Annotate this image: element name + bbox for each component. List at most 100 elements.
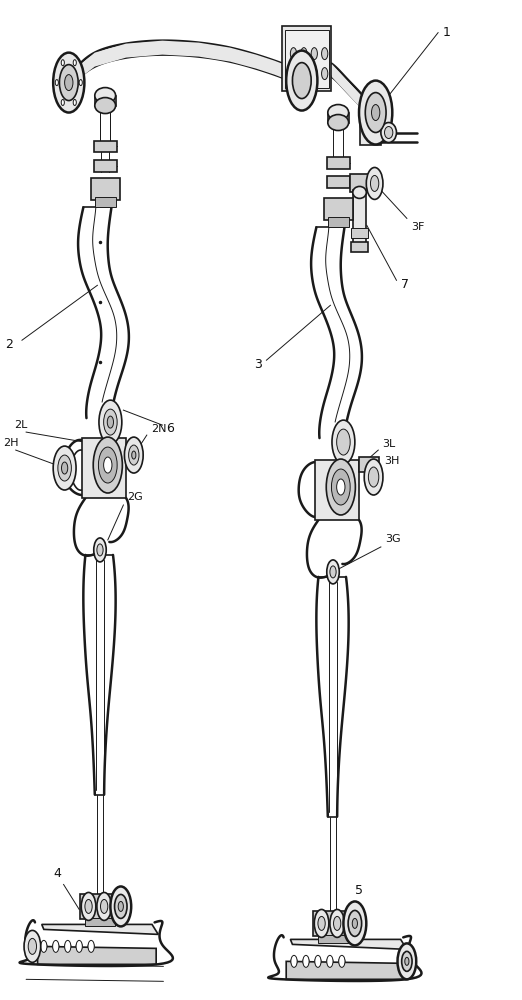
Text: 1: 1: [442, 26, 450, 39]
Circle shape: [104, 409, 117, 435]
Ellipse shape: [353, 186, 366, 198]
Circle shape: [343, 901, 366, 945]
Circle shape: [124, 437, 143, 473]
Polygon shape: [331, 64, 371, 119]
Bar: [359, 457, 379, 472]
Text: 3F: 3F: [411, 222, 424, 232]
Circle shape: [359, 81, 393, 144]
Circle shape: [53, 940, 59, 952]
Polygon shape: [38, 946, 156, 964]
Ellipse shape: [328, 105, 349, 121]
Circle shape: [348, 910, 362, 936]
Bar: [360, 116, 381, 145]
Circle shape: [365, 93, 386, 133]
Circle shape: [128, 445, 139, 465]
Circle shape: [24, 930, 41, 962]
Bar: [284, 30, 329, 88]
Text: 2: 2: [5, 338, 13, 351]
Circle shape: [322, 48, 328, 60]
Ellipse shape: [95, 98, 115, 114]
Circle shape: [93, 437, 122, 493]
Circle shape: [85, 899, 92, 913]
Polygon shape: [82, 438, 126, 498]
Text: 3L: 3L: [383, 439, 396, 449]
Circle shape: [311, 48, 317, 60]
Circle shape: [65, 940, 71, 952]
Bar: [91, 178, 120, 200]
Circle shape: [322, 68, 328, 80]
Circle shape: [339, 955, 345, 967]
Circle shape: [79, 80, 82, 86]
Circle shape: [53, 53, 85, 113]
Circle shape: [301, 48, 307, 60]
Circle shape: [114, 894, 127, 918]
Circle shape: [58, 455, 72, 481]
Bar: [282, 26, 331, 91]
Circle shape: [118, 901, 123, 911]
Circle shape: [88, 940, 94, 952]
Circle shape: [327, 955, 333, 967]
Bar: [94, 140, 116, 152]
Ellipse shape: [327, 957, 333, 965]
Text: 3H: 3H: [384, 456, 399, 466]
Bar: [328, 217, 349, 227]
Circle shape: [97, 892, 111, 920]
Ellipse shape: [385, 127, 393, 139]
Bar: [80, 894, 120, 919]
Circle shape: [61, 60, 64, 66]
Text: 6: 6: [167, 422, 174, 435]
Bar: [327, 157, 350, 169]
Circle shape: [331, 469, 350, 505]
Circle shape: [55, 80, 58, 86]
Ellipse shape: [76, 942, 82, 950]
Circle shape: [62, 462, 68, 474]
Circle shape: [330, 566, 336, 578]
Circle shape: [372, 105, 380, 121]
Circle shape: [290, 68, 296, 80]
Circle shape: [369, 467, 379, 487]
Circle shape: [291, 955, 297, 967]
Circle shape: [81, 892, 96, 920]
Circle shape: [286, 51, 317, 111]
Circle shape: [97, 544, 103, 556]
Bar: [351, 228, 369, 238]
Polygon shape: [286, 961, 405, 979]
Circle shape: [99, 447, 117, 483]
Bar: [318, 935, 348, 943]
Text: 7: 7: [400, 278, 409, 291]
Circle shape: [364, 459, 383, 495]
Bar: [94, 160, 116, 172]
Circle shape: [315, 955, 321, 967]
Ellipse shape: [53, 942, 59, 950]
Circle shape: [53, 446, 76, 490]
Circle shape: [290, 48, 296, 60]
Bar: [324, 198, 353, 220]
Circle shape: [76, 940, 82, 952]
Circle shape: [311, 68, 317, 80]
Circle shape: [330, 909, 345, 937]
Circle shape: [104, 457, 112, 473]
Bar: [351, 242, 369, 252]
Ellipse shape: [381, 123, 397, 142]
Bar: [95, 197, 115, 207]
Circle shape: [401, 951, 412, 971]
Text: 2G: 2G: [127, 492, 144, 502]
Ellipse shape: [328, 115, 349, 131]
Circle shape: [326, 459, 355, 515]
Circle shape: [41, 940, 47, 952]
Ellipse shape: [95, 88, 115, 104]
Circle shape: [318, 916, 325, 930]
Polygon shape: [42, 924, 158, 934]
Text: 3: 3: [254, 358, 262, 371]
Circle shape: [327, 560, 339, 584]
Bar: [327, 176, 350, 188]
Ellipse shape: [315, 957, 321, 965]
Circle shape: [28, 938, 37, 954]
Ellipse shape: [303, 957, 309, 965]
Bar: [100, 106, 110, 145]
Bar: [350, 174, 370, 192]
Circle shape: [405, 957, 409, 965]
Circle shape: [73, 99, 76, 105]
Circle shape: [334, 916, 341, 930]
Circle shape: [303, 955, 309, 967]
